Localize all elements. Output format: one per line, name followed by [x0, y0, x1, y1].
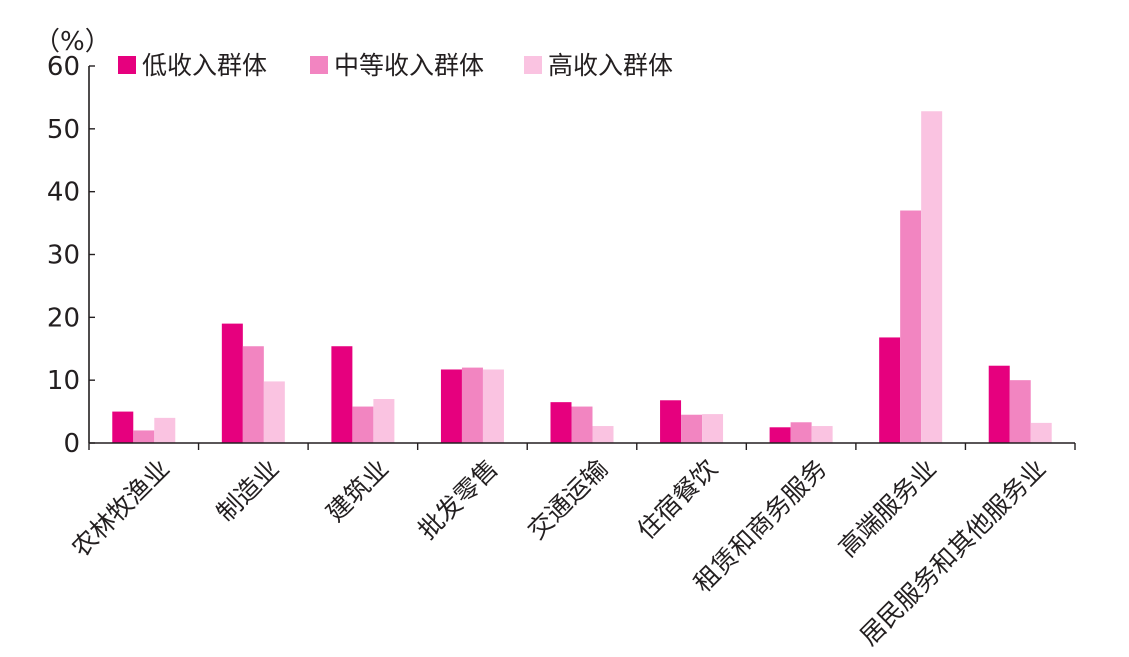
bar-series-3-category-5: [592, 426, 614, 443]
legend-swatch-series-2: [310, 56, 328, 74]
category-label: 批发零售: [412, 454, 503, 545]
bars: [112, 111, 1052, 444]
category-label: 居民服务和其他服务业: [854, 454, 1051, 651]
legend-swatch-series-3: [524, 56, 542, 74]
bar-series-2-category-7: [790, 422, 812, 443]
legend-label-series-2: 中等收入群体: [334, 51, 484, 80]
bar-series-1-category-7: [769, 427, 791, 443]
category-label: 农林牧渔业: [66, 454, 175, 563]
bar-series-1-category-6: [660, 400, 682, 443]
bar-series-1-category-9: [988, 365, 1010, 443]
bar-series-3-category-8: [921, 111, 943, 444]
bar-series-2-category-2: [242, 346, 264, 443]
legend: 低收入群体 中等收入群体 高收入群体: [118, 51, 673, 80]
y-axis-unit-label: （%）: [34, 27, 111, 57]
category-label: 住宿餐饮: [632, 454, 723, 545]
bar-series-3-category-2: [263, 381, 285, 443]
bar-series-2-category-5: [571, 406, 593, 443]
bar-series-1-category-5: [550, 402, 572, 443]
bar-series-1-category-1: [112, 411, 134, 443]
bar-series-1-category-3: [331, 346, 353, 443]
bar-series-1-category-2: [221, 323, 243, 443]
bar-series-1-category-4: [440, 369, 462, 443]
category-label: 建筑业: [321, 454, 395, 528]
y-tick-label: 60: [47, 52, 80, 82]
legend-swatch-series-1: [118, 56, 136, 74]
bar-series-2-category-4: [461, 367, 483, 443]
y-axis-ticks: 0 10 20 30 40 50 60: [47, 52, 95, 459]
bar-series-3-category-7: [811, 426, 833, 443]
bar-series-1-category-8: [879, 337, 901, 443]
y-tick-label: 40: [47, 178, 80, 208]
bar-series-2-category-3: [352, 406, 374, 443]
y-tick-label: 30: [47, 241, 80, 271]
category-label: 高端服务业: [833, 454, 942, 563]
bar-series-3-category-6: [702, 414, 724, 443]
bar-series-3-category-4: [482, 369, 504, 443]
bar-series-3-category-3: [373, 399, 395, 443]
bar-series-3-category-1: [154, 417, 176, 443]
legend-label-series-3: 高收入群体: [548, 51, 673, 80]
legend-label-series-1: 低收入群体: [142, 51, 267, 80]
bar-series-2-category-8: [900, 210, 922, 443]
y-tick-label: 20: [47, 303, 80, 333]
y-tick-label: 10: [47, 366, 80, 396]
bar-series-2-category-9: [1009, 380, 1031, 443]
y-tick-label: 50: [47, 115, 80, 145]
bar-series-2-category-1: [133, 430, 155, 443]
bar-series-2-category-6: [681, 414, 703, 443]
y-tick-label: 0: [63, 429, 80, 459]
x-axis-ticks: [88, 443, 1076, 450]
category-label: 交通运输: [522, 454, 613, 545]
category-label: 制造业: [211, 454, 285, 528]
bar-series-3-category-9: [1030, 422, 1052, 443]
